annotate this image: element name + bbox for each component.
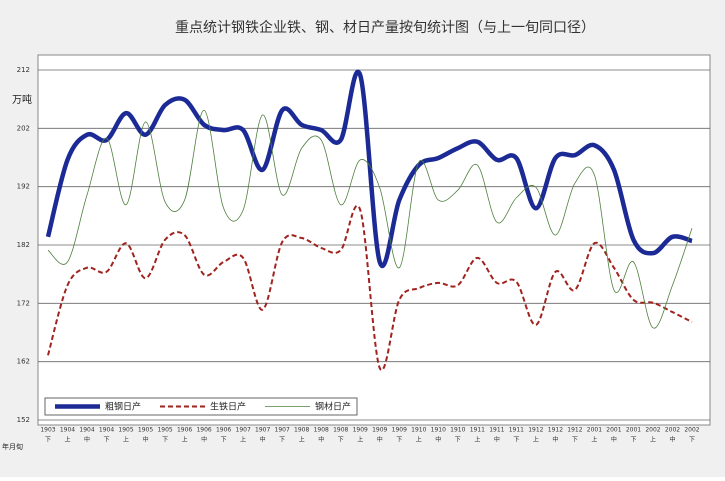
x-tick-label: 1910: [411, 427, 426, 434]
x-tick-period: 中: [377, 436, 383, 444]
x-tick-label: 1912: [548, 427, 563, 434]
x-tick-period: 上: [416, 436, 422, 444]
y-tick-label: 162: [17, 358, 30, 366]
x-tick-period: 下: [104, 437, 110, 444]
x-tick-label: 2001: [626, 427, 641, 434]
x-tick-label: 1905: [138, 427, 153, 434]
x-tick-period: 下: [396, 437, 402, 444]
x-tick-label: 2002: [684, 427, 699, 434]
x-tick-period: 上: [123, 436, 129, 444]
x-tick-period: 上: [650, 436, 656, 444]
x-tick-period: 上: [299, 436, 305, 444]
x-tick-period: 下: [45, 437, 51, 444]
x-tick-label: 1907: [236, 427, 251, 434]
x-tick-period: 下: [513, 437, 519, 444]
y-tick-label: 152: [17, 416, 30, 424]
x-tick-period: 中: [143, 436, 149, 444]
series-line: [47, 205, 693, 372]
x-tick-label: 1907: [255, 427, 270, 434]
x-tick-period: 下: [455, 437, 461, 444]
x-axis-label: 年月旬: [2, 442, 23, 451]
x-tick-period: 中: [84, 436, 90, 444]
x-tick-label: 1909: [392, 427, 407, 434]
x-tick-period: 上: [240, 436, 246, 444]
x-tick-label: 2001: [606, 427, 621, 434]
legend-label: 生铁日产: [210, 401, 246, 413]
x-tick-label: 1907: [275, 427, 290, 434]
y-tick-label: 172: [17, 299, 30, 307]
x-tick-label: 1909: [353, 427, 368, 434]
x-tick-label: 1912: [567, 427, 582, 434]
x-tick-period: 上: [65, 436, 71, 444]
x-tick-period: 下: [221, 437, 227, 444]
x-tick-period: 中: [435, 436, 441, 444]
x-tick-period: 上: [357, 436, 363, 444]
x-tick-label: 1912: [528, 427, 543, 434]
series-line: [47, 109, 693, 329]
x-tick-label: 1906: [177, 427, 192, 434]
x-tick-label: 1904: [60, 427, 75, 434]
x-tick-label: 2002: [645, 427, 660, 434]
x-tick-label: 1903: [40, 427, 55, 434]
x-tick-period: 下: [630, 437, 636, 444]
x-tick-label: 2001: [587, 427, 602, 434]
x-tick-label: 1908: [333, 427, 348, 434]
x-tick-period: 中: [201, 436, 207, 444]
x-tick-period: 中: [494, 436, 500, 444]
x-tick-period: 下: [162, 437, 168, 444]
x-tick-period: 上: [474, 436, 480, 444]
x-tick-label: 1905: [118, 427, 133, 434]
x-tick-period: 上: [591, 436, 597, 444]
plot-area: [37, 54, 711, 426]
x-tick-label: 1904: [79, 427, 94, 434]
x-tick-label: 1906: [216, 427, 231, 434]
x-tick-period: 上: [182, 436, 188, 444]
x-tick-label: 1911: [489, 427, 504, 434]
x-tick-period: 下: [338, 437, 344, 444]
y-tick-label: 212: [17, 66, 30, 74]
x-tick-label: 2002: [665, 427, 680, 434]
y-tick-label: 192: [17, 183, 30, 191]
x-tick-label: 1904: [99, 427, 114, 434]
x-tick-label: 1908: [314, 427, 329, 434]
x-tick-period: 中: [552, 436, 558, 444]
x-tick-label: 1911: [509, 427, 524, 434]
x-tick-period: 下: [279, 437, 285, 444]
legend-label: 钢材日产: [315, 401, 351, 413]
x-tick-period: 中: [611, 436, 617, 444]
y-tick-label: 202: [17, 124, 30, 132]
chart-title: 重点统计钢铁企业铁、钢、材日产量按旬统计图（与上一旬同口径）: [175, 19, 595, 36]
x-tick-label: 1908: [294, 427, 309, 434]
series-line: [45, 69, 693, 268]
x-tick-label: 1910: [450, 427, 465, 434]
x-tick-period: 下: [572, 437, 578, 444]
legend-label: 粗钢日产: [105, 401, 141, 413]
y-tick-label: 182: [17, 241, 30, 249]
x-tick-period: 中: [318, 436, 324, 444]
x-tick-period: 中: [260, 436, 266, 444]
x-tick-label: 1909: [372, 427, 387, 434]
x-tick-label: 1905: [157, 427, 172, 434]
x-tick-period: 上: [533, 436, 539, 444]
x-tick-period: 下: [689, 437, 695, 444]
y-axis-label: 万吨: [12, 93, 32, 106]
x-tick-label: 1906: [196, 427, 211, 434]
x-tick-label: 1911: [470, 427, 485, 434]
x-tick-label: 1910: [431, 427, 446, 434]
x-tick-period: 中: [669, 436, 675, 444]
